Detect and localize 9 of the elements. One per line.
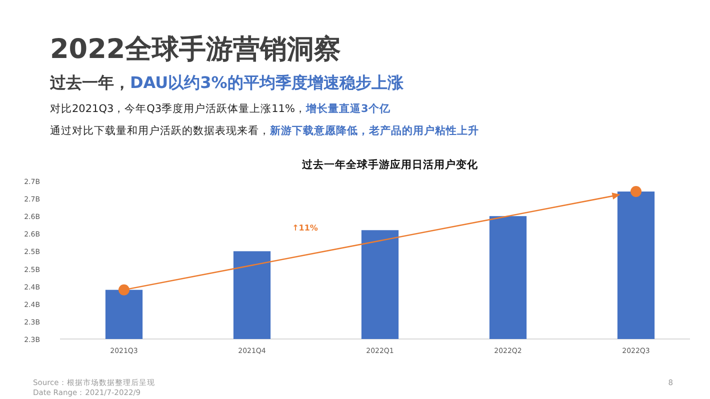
chart-subtitle: 2022全球手游营销洞察 — [50, 34, 342, 65]
text: DAU以约3%的平均季度增速稳步上涨 — [130, 73, 404, 92]
text: 增长量直逼3个亿 — [304, 102, 392, 115]
text: 新游下载意愿降低，老产品的用户粘性上升 — [269, 124, 479, 137]
text: 过去一年， — [49, 73, 130, 92]
annotation: ↑11% — [292, 224, 318, 233]
text: 通过对比下载量和用户活跃的数据表现来看， — [50, 124, 270, 137]
chart-title: 过去一年全球手游应用日活用户变化 — [301, 158, 479, 171]
text: 对比2021Q3，今年Q3季度用户活跃体量上涨11%， — [50, 102, 306, 115]
